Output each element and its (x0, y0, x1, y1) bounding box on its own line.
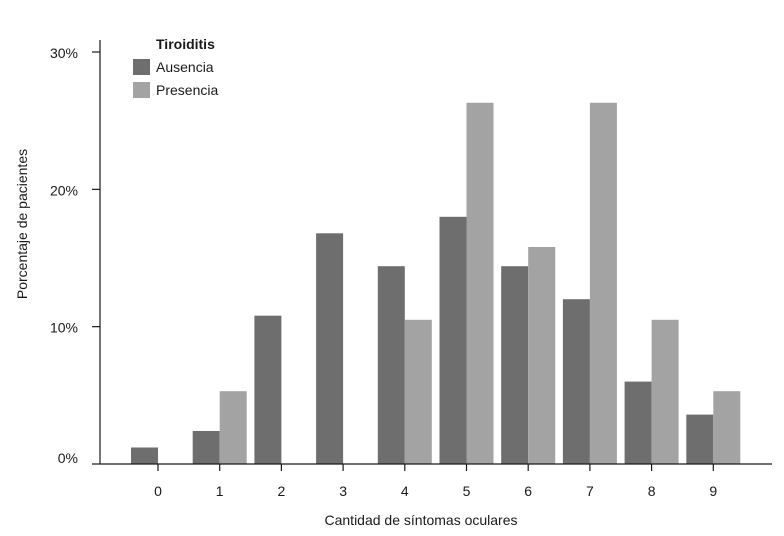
bar-ausencia-7 (562, 299, 590, 464)
bar-presencia-7 (589, 102, 617, 465)
bars-layer (131, 102, 741, 465)
x-tick-label: 6 (524, 483, 532, 499)
legend-label-ausencia: Ausencia (156, 59, 214, 75)
legend: Tiroiditis Ausencia Presencia (133, 36, 218, 98)
x-tick-label: 7 (586, 483, 594, 499)
bar-ausencia-0 (131, 447, 158, 464)
y-tick-label: 30% (50, 45, 78, 61)
legend-items: Ausencia Presencia (133, 59, 218, 98)
bar-presencia-4 (404, 319, 432, 464)
y-tick-label: 10% (50, 320, 78, 336)
y-tick-label: 20% (50, 182, 78, 198)
bar-presencia-1 (219, 391, 247, 464)
bar-ausencia-4 (377, 266, 405, 464)
x-tick-label: 2 (278, 483, 286, 499)
bar-presencia-6 (528, 247, 556, 464)
x-tick-label: 5 (463, 483, 471, 499)
bar-ausencia-6 (501, 266, 529, 464)
bar-ausencia-3 (316, 233, 344, 464)
bar-ausencia-1 (192, 431, 220, 464)
x-ticks: 0 1 2 3 4 5 6 7 8 9 (154, 464, 717, 499)
legend-swatch-presencia (133, 82, 150, 98)
x-tick-label: 9 (709, 483, 717, 499)
x-tick-label: 0 (154, 483, 162, 499)
bar-ausencia-8 (624, 381, 652, 464)
y-tick-label: 0% (58, 450, 78, 466)
bar-ausencia-9 (686, 414, 714, 464)
bar-ausencia-2 (254, 315, 282, 464)
legend-title: Tiroiditis (156, 36, 215, 52)
x-tick-label: 8 (648, 483, 656, 499)
bar-presencia-5 (466, 102, 494, 465)
legend-swatch-ausencia (133, 59, 150, 75)
x-axis-label: Cantidad de síntomas oculares (325, 512, 518, 528)
x-tick-label: 1 (216, 483, 224, 499)
y-ticks: 0% 10% 20% 30% (50, 45, 100, 466)
y-axis-label: Porcentaje de pacientes (14, 149, 30, 299)
legend-label-presencia: Presencia (156, 82, 218, 98)
x-tick-label: 3 (339, 483, 347, 499)
x-tick-label: 4 (401, 483, 409, 499)
bar-ausencia-5 (439, 216, 467, 464)
bar-presencia-8 (651, 319, 679, 464)
bar-presencia-9 (713, 391, 741, 464)
